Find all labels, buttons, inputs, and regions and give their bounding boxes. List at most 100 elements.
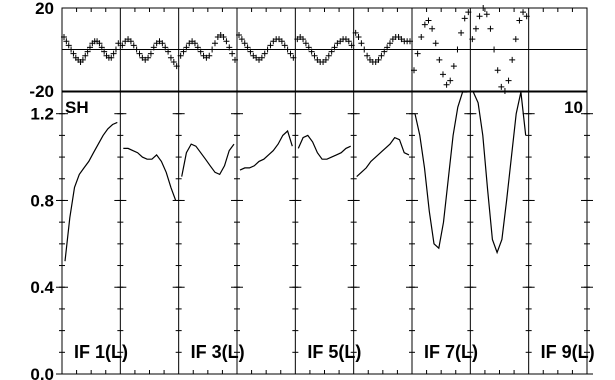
phase-point — [65, 42, 72, 49]
panel-label: IF 1(L) — [74, 342, 128, 362]
phase-point — [183, 44, 190, 51]
phase-tick-label: -20 — [29, 82, 54, 101]
phase-point — [523, 13, 530, 20]
phase-point — [86, 44, 93, 51]
phase-point — [167, 54, 174, 61]
phase-point — [461, 15, 468, 22]
phase-point — [361, 46, 368, 53]
phase-point — [145, 54, 152, 61]
phase-point — [505, 77, 512, 84]
phase-point — [432, 40, 439, 47]
phase-point — [308, 48, 315, 55]
phase-point — [472, 25, 479, 32]
phase-point — [311, 52, 318, 59]
phase-point — [421, 21, 428, 28]
amp-series-line — [472, 91, 527, 255]
amp-series-line — [64, 121, 118, 262]
phase-point — [162, 44, 169, 51]
phase-point — [180, 48, 187, 55]
top-left-label: SH — [65, 98, 89, 117]
amp-series-line — [297, 134, 351, 160]
phase-point — [520, 9, 527, 16]
phase-point — [429, 25, 436, 32]
amp-tick-label: 0.8 — [30, 191, 54, 210]
amp-series-line — [123, 147, 177, 201]
amp-tick-label: 0.0 — [30, 365, 54, 380]
phase-point — [345, 38, 352, 45]
phase-point — [206, 52, 213, 59]
phase-point — [63, 38, 70, 45]
phase-point — [450, 63, 457, 70]
phase-point — [236, 31, 242, 38]
amp-series-line — [356, 136, 410, 178]
phase-point — [68, 46, 75, 53]
amp-panel-frame — [61, 91, 588, 375]
phase-point — [119, 42, 126, 49]
phase-point — [454, 46, 461, 53]
phase-point — [375, 56, 382, 63]
phase-point — [469, 36, 476, 43]
phase-point — [278, 38, 285, 45]
amp-tick-label: 0.4 — [30, 278, 54, 297]
phase-point — [177, 52, 184, 59]
phase-point — [287, 50, 294, 57]
phase-point — [211, 40, 218, 47]
phase-point — [165, 48, 172, 55]
phase-point — [352, 29, 359, 36]
phase-point — [355, 34, 362, 41]
phase-point — [325, 52, 332, 59]
phase-point — [130, 42, 137, 49]
phase-point — [110, 50, 117, 57]
phase-tick-label: 20 — [35, 0, 54, 18]
phase-point — [108, 54, 115, 61]
phase-point — [194, 44, 201, 51]
phase-point — [232, 56, 238, 63]
phase-point — [101, 48, 108, 55]
phase-point — [84, 48, 91, 55]
top-right-label: 10 — [564, 98, 583, 117]
phase-point — [476, 13, 483, 20]
phase-point — [241, 40, 248, 47]
phase-point — [264, 46, 271, 53]
phase-point — [209, 46, 216, 53]
phase-point — [436, 56, 443, 63]
panel-label: IF 3(L) — [191, 342, 245, 362]
phase-point — [411, 67, 417, 74]
phase-point — [112, 46, 119, 53]
phase-point — [244, 44, 251, 51]
phase-point — [136, 50, 143, 57]
phase-point — [516, 17, 523, 24]
phase-point — [223, 38, 230, 45]
phase-point — [115, 40, 122, 47]
panel-label: IF 7(L) — [424, 342, 478, 362]
phase-point — [348, 42, 355, 49]
phase-point — [281, 42, 288, 49]
phase-point — [267, 42, 274, 49]
phase-point — [512, 36, 519, 43]
phase-point — [70, 50, 77, 57]
phase-point — [418, 34, 425, 41]
phase-point — [364, 52, 371, 59]
phase-point — [358, 40, 365, 47]
phase-point — [407, 38, 413, 45]
phase-point — [494, 67, 501, 74]
amp-tick-label: 1.2 — [30, 105, 54, 124]
phase-point — [480, 5, 487, 11]
phase-point — [509, 56, 516, 63]
phase-point — [425, 17, 432, 24]
amp-series-line — [239, 129, 293, 171]
phase-point — [147, 50, 154, 57]
phase-point — [98, 44, 105, 51]
phase-point — [170, 58, 177, 65]
phase-point — [447, 77, 454, 84]
phase-point — [491, 46, 498, 53]
phase-point — [384, 44, 391, 51]
phase-point — [381, 48, 388, 55]
amp-series-line — [181, 143, 235, 177]
phase-point — [483, 11, 490, 18]
phase-point — [220, 34, 227, 41]
phase-point — [443, 81, 450, 88]
phase-point — [498, 83, 505, 90]
phase-point — [150, 44, 157, 51]
